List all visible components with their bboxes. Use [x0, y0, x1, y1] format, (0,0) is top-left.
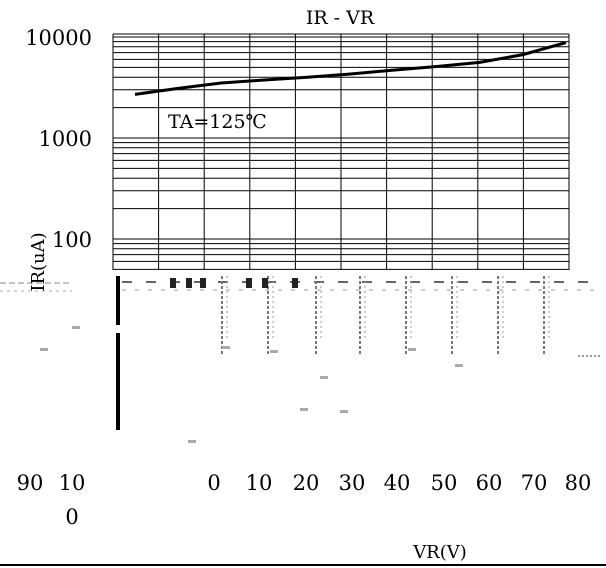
series-line — [134, 41, 567, 96]
y-tick-label: 1000 — [39, 127, 92, 151]
artifact-speck — [222, 346, 230, 349]
artifact-speck — [188, 440, 196, 443]
x-tick-label: 0 — [65, 505, 78, 529]
chart-title: IR - VR — [306, 7, 375, 29]
artifact-speck — [270, 350, 278, 353]
x-tick-label: 70 — [521, 471, 548, 495]
x-tick-label: 40 — [384, 471, 411, 495]
artifact-speck — [455, 364, 463, 367]
x-tick-labels: 90 10 0 0 10 20 30 40 50 60 70 80 — [17, 471, 592, 529]
y-tick-label: 100 — [52, 228, 92, 252]
x-tick-label: 10 — [59, 471, 86, 495]
artifact-block — [246, 278, 252, 288]
artifact-block — [292, 278, 298, 288]
x-tick-label: 80 — [565, 471, 592, 495]
x-tick-label: 90 — [17, 471, 44, 495]
grid — [112, 33, 570, 270]
x-tick-label: 60 — [476, 471, 503, 495]
artifact-block — [186, 278, 192, 288]
y-axis-label: IR(uA) — [28, 232, 49, 291]
x-tick-label: 50 — [431, 471, 458, 495]
scan-artifacts — [0, 276, 600, 443]
x-tick-label: 30 — [339, 471, 366, 495]
x-axis-label: VR(V) — [412, 542, 467, 563]
x-tick-label: 0 — [207, 471, 220, 495]
artifact-speck — [300, 408, 308, 411]
artifact-speck — [72, 326, 80, 329]
artifact-speck — [408, 348, 416, 351]
artifact-block — [170, 278, 176, 288]
artifact-speck — [340, 410, 348, 413]
x-tick-label: 10 — [246, 471, 273, 495]
artifact-speck — [320, 376, 328, 379]
annotation-temp: TA=125℃ — [168, 111, 267, 133]
artifact-speck — [40, 348, 48, 351]
artifact-block — [200, 278, 206, 288]
y-tick-labels: 10000 1000 100 — [25, 26, 92, 252]
artifact-block — [262, 278, 268, 288]
x-tick-label: 20 — [293, 471, 320, 495]
y-tick-label: 10000 — [25, 26, 92, 50]
